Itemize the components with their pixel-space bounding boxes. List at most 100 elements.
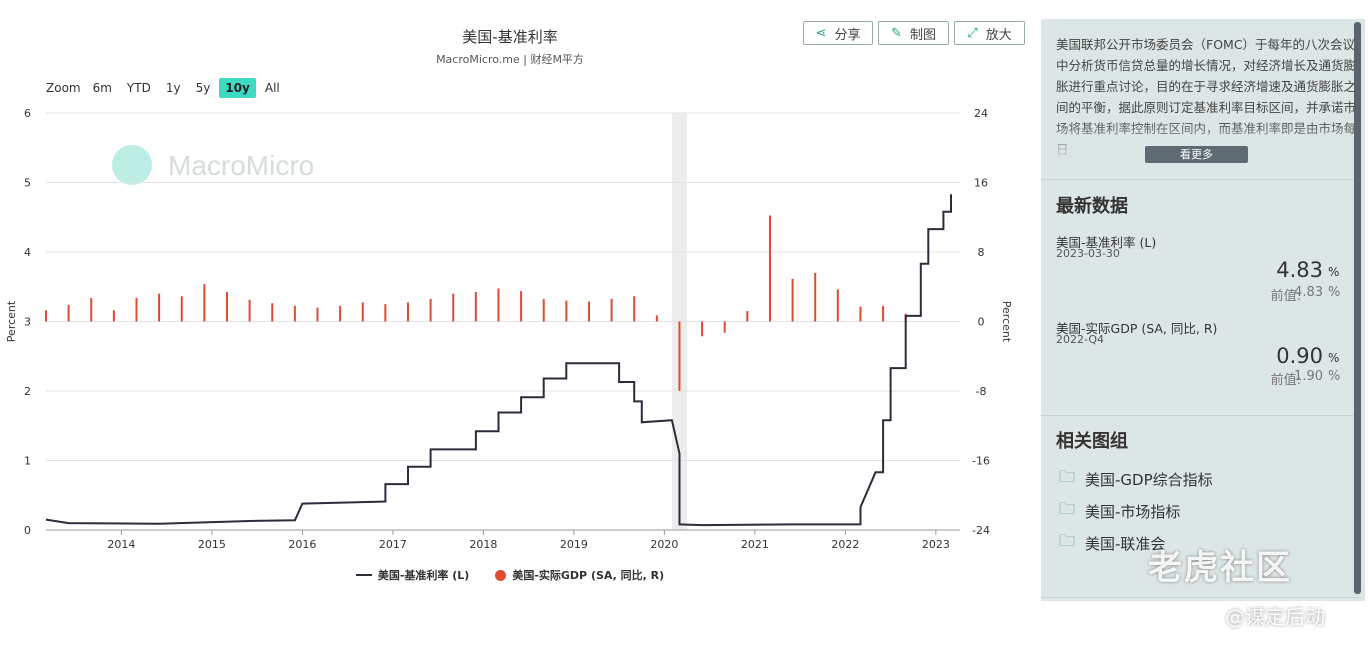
gdp-bar [497, 288, 500, 322]
y-right-tick-label: -8 [976, 385, 987, 398]
latest-rate-name: 美国-基准利率 (L) [1056, 235, 1157, 250]
share-icon: ⋖ [815, 25, 827, 41]
zoom-all[interactable]: All [264, 81, 280, 95]
gdp-bar [135, 298, 138, 322]
community-watermark: 老虎社区 [1148, 548, 1292, 588]
latest-rate-unit: % [1328, 265, 1340, 279]
folder-icon: 🗀 [1059, 531, 1076, 550]
gdp-bar [474, 291, 477, 322]
panel-scrollbar[interactable] [1354, 22, 1361, 594]
x-tick-label: 2017 [379, 538, 407, 551]
zoom-label: Zoom [46, 81, 81, 95]
y-left-tick-label: 1 [24, 455, 31, 468]
latest-rate-prev-unit: % [1328, 285, 1341, 300]
gdp-bar [587, 301, 590, 322]
zoom-1y[interactable]: 1y [165, 81, 181, 95]
y-right-tick-label: 24 [974, 107, 988, 120]
chart-legend: 美国-基准利率 (L) 美国-实际GDP (SA, 同比, R) [0, 567, 1020, 583]
watermark-brand: MacroMicro [168, 150, 314, 181]
gdp-bar [293, 305, 296, 322]
y-left-tick-label: 5 [24, 177, 31, 190]
y-right-tick-label: 8 [978, 246, 985, 259]
related-item-label: 美国-市场指标 [1085, 503, 1181, 521]
gdp-bar [67, 304, 70, 322]
legend-item-rate[interactable]: 美国-基准利率 (L) [355, 567, 470, 583]
chart-canvas: MacroMicro 0 -24 1 -16 2 -8 3 0 4 8 5 16 6 24 Percent Pe… [5, 107, 1013, 551]
share-label: 分享 [834, 27, 861, 43]
gdp-bar [45, 310, 47, 322]
latest-gdp-date: 2022-Q4 [1056, 333, 1105, 346]
gdp-bar [520, 291, 523, 322]
zoom-ytd[interactable]: YTD [126, 81, 151, 95]
legend-dot-swatch [495, 569, 507, 581]
gdp-bar [633, 296, 636, 322]
y-left-tick-label: 4 [24, 246, 31, 259]
latest-gdp-value: 0.90 [1276, 344, 1323, 368]
divider [1041, 597, 1359, 598]
latest-rate-prev-label: 前值: [1270, 289, 1301, 304]
latest-gdp-name: 美国-实际GDP (SA, 同比, R) [1056, 321, 1218, 336]
related-item-market[interactable]: 🗀 美国-市场指标 [1059, 498, 1180, 525]
latest-data-title: 最新数据 [1056, 196, 1128, 217]
y-left-tick-label: 2 [24, 385, 31, 398]
divider [1041, 415, 1359, 416]
legend-item-gdp[interactable]: 美国-实际GDP (SA, 同比, R) [495, 567, 664, 583]
gdp-bar [655, 315, 658, 322]
x-tick-label: 2021 [741, 538, 769, 551]
rate-line [45, 194, 952, 527]
draw-button[interactable]: ✎ 制图 [878, 21, 949, 45]
y-right-tick-label: -24 [972, 524, 990, 537]
share-button[interactable]: ⋖ 分享 [803, 21, 873, 45]
zoom-bar: Zoom 6m YTD 1y 5y 10y All [46, 78, 289, 98]
gdp-bar [678, 321, 681, 391]
gdp-bar [384, 304, 387, 322]
folder-icon: 🗀 [1059, 499, 1076, 518]
x-tick-label: 2018 [469, 538, 497, 551]
zoom-6m[interactable]: 6m [92, 81, 112, 95]
zoom-10y[interactable]: 10y [219, 78, 256, 98]
gdp-bar [158, 293, 161, 322]
chart-title: 美国-基准利率 [462, 28, 558, 46]
y-right-tick-label: 16 [974, 177, 988, 190]
side-panel: 美国联邦公开市场委员会（FOMC）于每年的八次会议中分析货币信贷总量的增长情况，… [1041, 19, 1365, 601]
latest-gdp-unit: % [1328, 351, 1340, 365]
user-watermark: @谋定后动 [1225, 605, 1325, 629]
x-tick-label: 2019 [560, 538, 588, 551]
gdp-bar [248, 299, 251, 322]
gdp-bar [701, 321, 704, 337]
latest-gdp-prev: 1.90 [1294, 369, 1323, 384]
y-right-axis-title: Percent [1000, 301, 1013, 343]
chart-subtitle: MacroMicro.me | 财经M平方 [436, 53, 584, 66]
gdp-bar [271, 303, 274, 322]
gdp-bar [339, 305, 342, 322]
zoom-in-button[interactable]: ⤢ 放大 [954, 21, 1025, 45]
gdp-bar [112, 310, 115, 322]
gdp-bar [406, 302, 409, 322]
related-item-gdp[interactable]: 🗀 美国-GDP综合指标 [1059, 466, 1213, 493]
zoom-5y[interactable]: 5y [195, 81, 211, 95]
gdp-bar [542, 298, 545, 322]
gdp-bar [836, 289, 839, 322]
latest-rate-value: 4.83 [1276, 258, 1323, 282]
gdp-bar [90, 298, 93, 322]
legend-label-rate: 美国-基准利率 (L) [377, 569, 470, 582]
gdp-bar [723, 321, 726, 333]
y-left-tick-label: 3 [24, 316, 31, 329]
gdp-bar [882, 305, 885, 322]
gdp-bar [225, 291, 228, 322]
latest-gdp-prev-label: 前值: [1270, 373, 1301, 388]
folder-icon: 🗀 [1059, 467, 1076, 486]
gdp-bar [180, 296, 183, 322]
see-more-button[interactable]: 看更多 [1145, 146, 1248, 163]
x-tick-label: 2014 [107, 538, 135, 551]
latest-rate-prev: 4.83 [1294, 285, 1323, 300]
related-item-fed[interactable]: 🗀 美国-联准会 [1059, 530, 1165, 557]
related-item-label: 美国-GDP综合指标 [1085, 471, 1213, 489]
y-left-tick-label: 0 [24, 524, 31, 537]
gdp-bar [610, 298, 613, 322]
x-tick-label: 2016 [288, 538, 316, 551]
gdp-bar [746, 311, 749, 322]
x-tick-label: 2022 [831, 538, 859, 551]
gdp-bar [316, 307, 319, 322]
divider [1041, 179, 1359, 180]
